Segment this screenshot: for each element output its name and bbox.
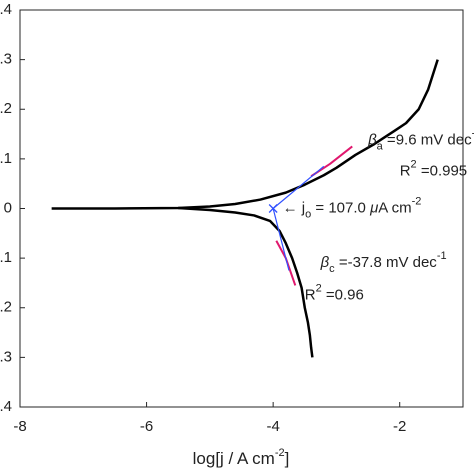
- y-tick-label: 0: [4, 199, 12, 216]
- annotation-part: -1: [472, 127, 474, 139]
- y-tick-label: 0.1: [0, 150, 12, 167]
- series-line: [272, 165, 325, 209]
- annotation-part: μ: [369, 199, 378, 216]
- annotation-part: 2: [316, 282, 322, 294]
- annotation: βa =9.6 mV dec-1: [367, 127, 474, 152]
- annotation-part: ← j: [283, 199, 306, 216]
- annotation: ← jo = 107.0 μA cm-2: [283, 195, 422, 220]
- annotation-part: =-37.8 mV dec: [335, 254, 438, 271]
- annotation-part: =9.6 mV dec: [383, 131, 472, 148]
- annotation: βc =-37.8 mV dec-1: [320, 250, 447, 275]
- annotation-part: 2: [411, 158, 417, 170]
- series-line: [275, 240, 297, 286]
- x-tick-label: -2: [393, 418, 406, 435]
- annotation-part: o: [305, 208, 311, 220]
- y-tick-label: 0.2: [0, 100, 12, 117]
- y-tick-label: -0.3: [0, 348, 12, 365]
- annotation-part: β: [320, 254, 330, 271]
- annotation-part: c: [329, 263, 335, 275]
- y-tick-label: -0.2: [0, 299, 12, 316]
- series-line: [178, 206, 314, 358]
- x-tick-label: -6: [140, 418, 153, 435]
- x-tick-label: -8: [13, 418, 26, 435]
- x-label-sup: -2: [275, 447, 285, 459]
- y-tick-label: -0.4: [0, 398, 12, 415]
- y-tick-label: 0.4: [0, 1, 12, 18]
- annotation-part: R: [305, 286, 316, 303]
- annotation: R2 =0.96: [305, 282, 364, 303]
- annotation: R2 =0.995: [400, 158, 467, 179]
- y-tick-label: -0.1: [0, 249, 12, 266]
- x-axis-label: log[j / A cm-2]: [193, 447, 290, 469]
- annotation-part: R: [400, 162, 411, 179]
- marker: [268, 204, 278, 213]
- annotation-part: =0.96: [322, 286, 364, 303]
- annotation-part: =0.995: [417, 162, 467, 179]
- series-line: [51, 59, 439, 210]
- x-label-end: ]: [285, 449, 290, 468]
- x-tick-label: -4: [266, 418, 279, 435]
- series-line: [272, 208, 290, 271]
- annotation-part: a: [377, 140, 384, 152]
- y-tick-label: 0.3: [0, 51, 12, 68]
- x-label-main: log[j / A cm: [193, 449, 275, 468]
- annotation-part: A cm: [378, 199, 411, 216]
- annotation-part: = 107.0: [311, 199, 370, 216]
- annotation-part: β: [367, 131, 377, 148]
- annotation-part: -1: [437, 250, 447, 262]
- annotation-part: -2: [412, 195, 422, 207]
